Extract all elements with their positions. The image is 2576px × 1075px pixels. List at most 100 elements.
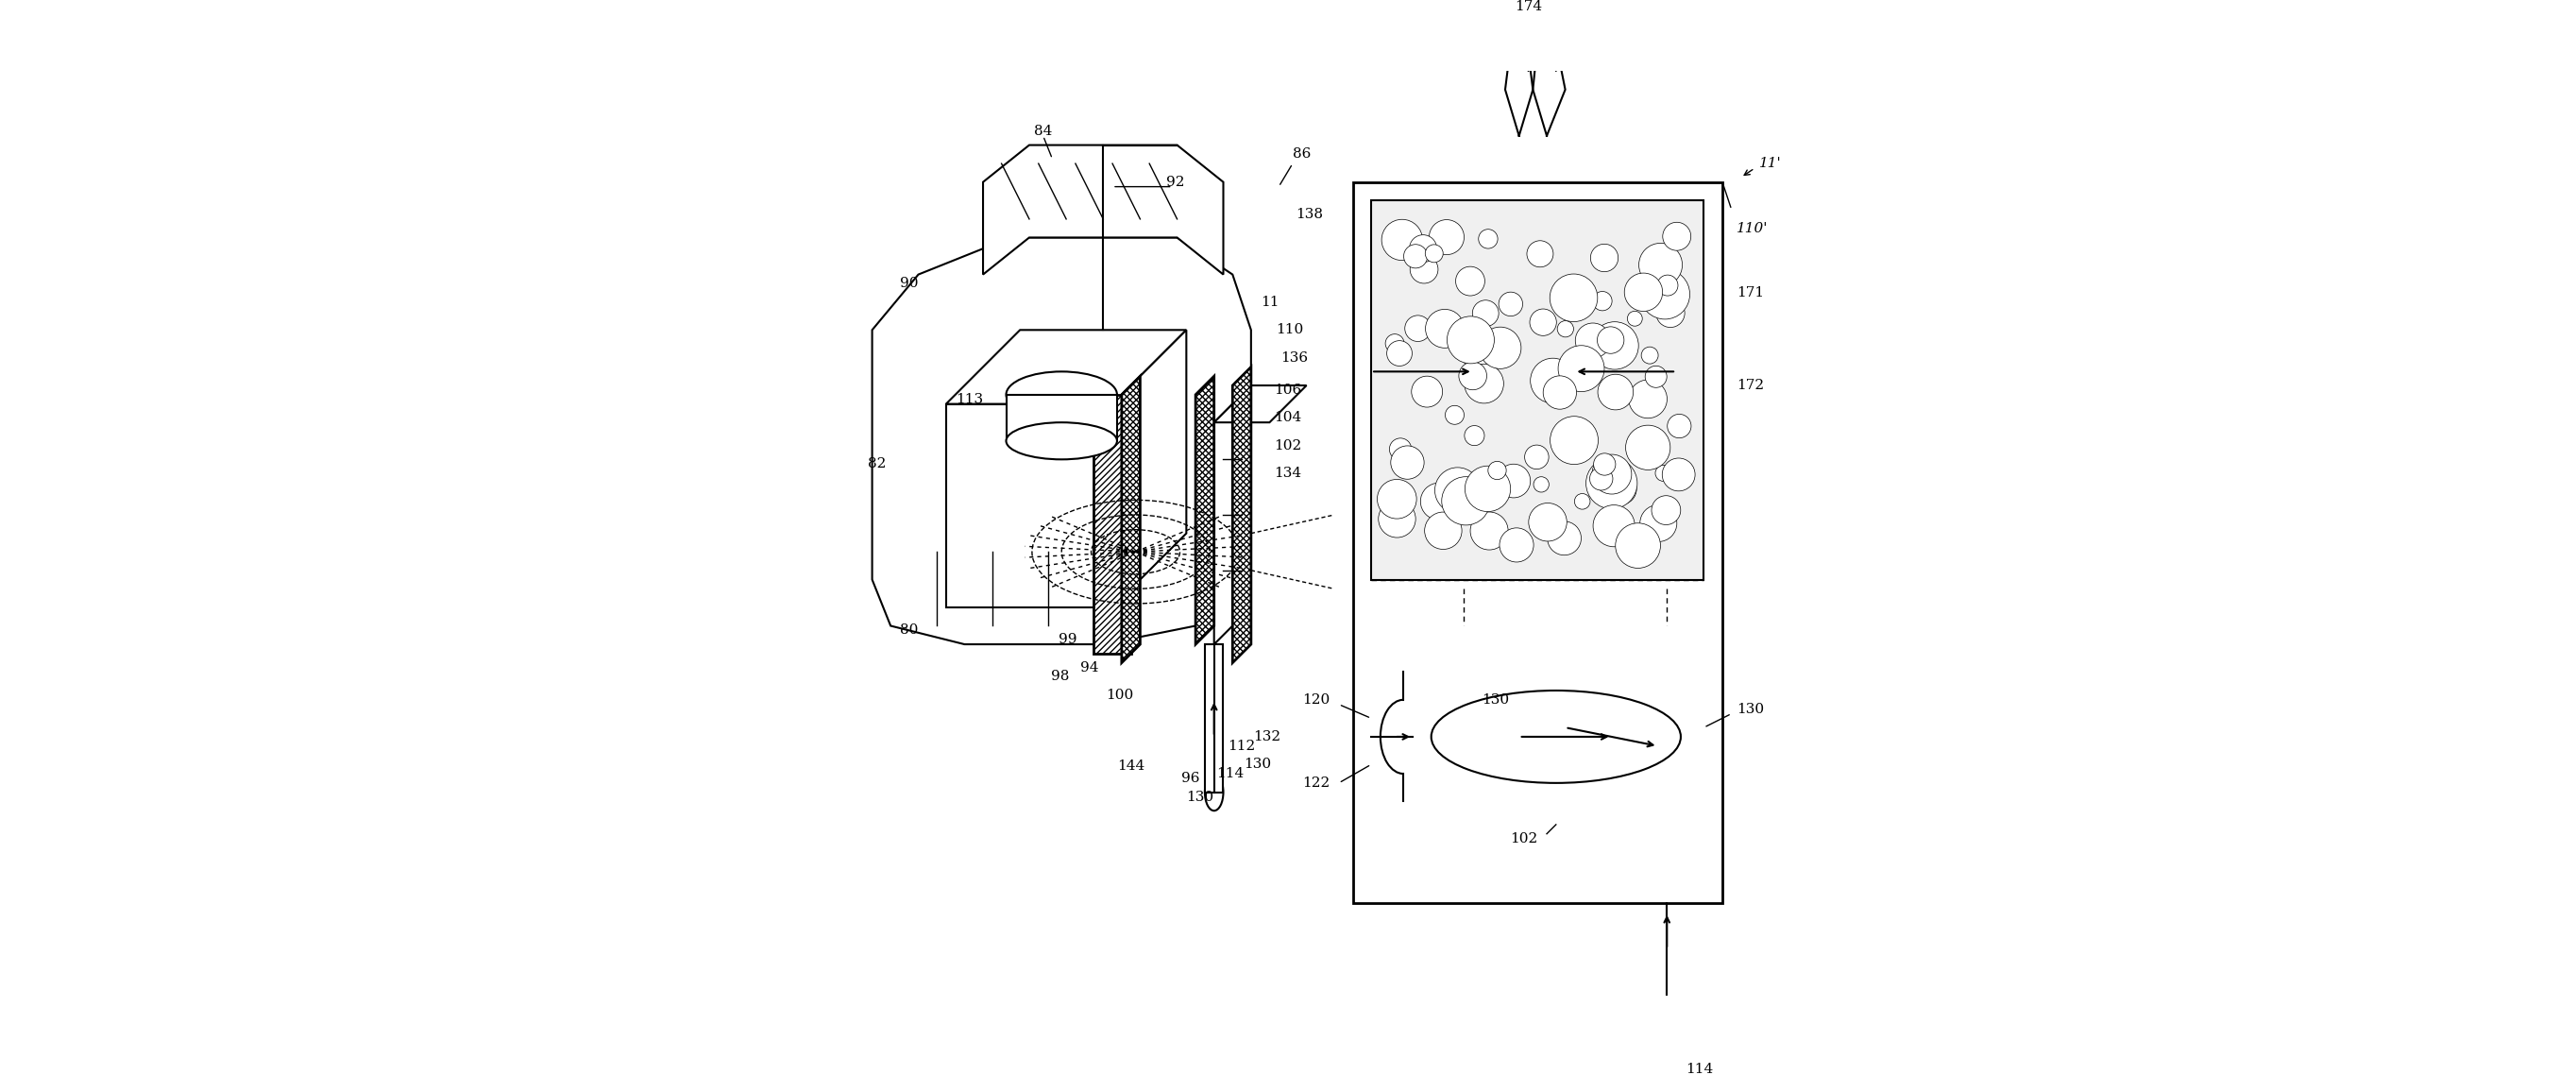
Circle shape (1489, 461, 1507, 479)
Ellipse shape (1432, 690, 1680, 783)
Circle shape (1381, 219, 1422, 260)
Polygon shape (945, 330, 1188, 404)
Text: 113: 113 (956, 392, 984, 406)
Circle shape (1589, 468, 1613, 490)
Polygon shape (1113, 330, 1188, 607)
FancyBboxPatch shape (1007, 395, 1118, 441)
Circle shape (1587, 458, 1638, 508)
Circle shape (1525, 445, 1548, 469)
Circle shape (1435, 468, 1481, 513)
Circle shape (1528, 241, 1553, 267)
Circle shape (1625, 426, 1669, 470)
FancyBboxPatch shape (1370, 201, 1703, 579)
Circle shape (1499, 292, 1522, 316)
Text: 114: 114 (1216, 768, 1244, 780)
Text: 172: 172 (1736, 378, 1765, 392)
Polygon shape (1121, 376, 1141, 663)
Circle shape (1419, 483, 1458, 520)
Circle shape (1473, 300, 1499, 327)
Circle shape (1543, 376, 1577, 410)
Circle shape (1386, 334, 1404, 353)
Circle shape (1409, 255, 1437, 284)
Circle shape (1409, 234, 1437, 262)
Text: 112: 112 (1229, 740, 1255, 752)
Circle shape (1615, 524, 1662, 569)
Circle shape (1641, 270, 1690, 319)
Circle shape (1499, 528, 1533, 562)
Circle shape (1592, 291, 1613, 311)
Circle shape (1551, 416, 1597, 464)
Circle shape (1641, 505, 1677, 542)
Ellipse shape (1007, 422, 1118, 459)
Ellipse shape (1206, 774, 1224, 811)
Circle shape (1378, 500, 1417, 538)
Text: 92: 92 (1167, 175, 1185, 189)
Text: 134: 134 (1275, 467, 1301, 479)
Text: 120: 120 (1301, 693, 1329, 706)
Circle shape (1638, 243, 1682, 287)
Text: 171: 171 (1736, 286, 1765, 300)
Circle shape (1662, 458, 1695, 491)
Circle shape (1530, 358, 1577, 403)
Text: 130: 130 (1244, 758, 1270, 771)
Text: 102: 102 (1510, 832, 1538, 845)
Text: 130: 130 (1188, 790, 1213, 803)
Circle shape (1656, 465, 1672, 482)
Circle shape (1641, 347, 1659, 363)
Text: 122: 122 (1301, 776, 1329, 789)
Circle shape (1458, 362, 1486, 390)
Circle shape (1628, 379, 1667, 418)
Text: 90: 90 (899, 277, 917, 290)
Circle shape (1412, 376, 1443, 407)
Text: 174: 174 (1515, 0, 1543, 13)
Circle shape (1425, 244, 1443, 262)
Circle shape (1646, 366, 1667, 388)
Circle shape (1471, 512, 1507, 549)
Text: 98: 98 (1051, 670, 1069, 684)
Circle shape (1386, 341, 1412, 366)
Circle shape (1592, 455, 1631, 494)
Text: 138: 138 (1296, 207, 1324, 221)
Polygon shape (1213, 386, 1306, 422)
Text: 110': 110' (1736, 221, 1767, 235)
Circle shape (1558, 345, 1605, 391)
Polygon shape (1231, 367, 1252, 663)
Circle shape (1445, 405, 1463, 425)
Polygon shape (1213, 386, 1252, 644)
Circle shape (1404, 315, 1430, 342)
Text: 99: 99 (1059, 633, 1077, 646)
Circle shape (1391, 446, 1425, 479)
Text: 11': 11' (1759, 157, 1783, 170)
Circle shape (1620, 525, 1638, 545)
Circle shape (1455, 267, 1484, 296)
Circle shape (1592, 321, 1638, 370)
Polygon shape (1195, 376, 1213, 644)
FancyBboxPatch shape (1095, 395, 1131, 654)
Circle shape (1628, 311, 1643, 326)
Circle shape (1466, 426, 1484, 445)
Circle shape (1656, 299, 1685, 328)
Circle shape (1479, 229, 1497, 248)
Text: 104: 104 (1275, 411, 1301, 425)
Text: 132: 132 (1252, 730, 1280, 743)
Text: 96: 96 (1182, 772, 1200, 785)
Text: 130: 130 (1481, 693, 1510, 706)
Circle shape (1558, 320, 1574, 338)
Circle shape (1656, 275, 1677, 296)
FancyBboxPatch shape (945, 404, 1113, 607)
Circle shape (1589, 244, 1618, 272)
Circle shape (1597, 374, 1633, 410)
Circle shape (1595, 454, 1615, 475)
Text: 130: 130 (1736, 702, 1765, 716)
Circle shape (1551, 274, 1597, 321)
Circle shape (1425, 310, 1463, 348)
FancyBboxPatch shape (1206, 644, 1224, 792)
Text: 94: 94 (1079, 661, 1097, 674)
PathPatch shape (873, 238, 1252, 644)
Circle shape (1651, 496, 1680, 525)
Circle shape (1443, 476, 1489, 525)
Ellipse shape (1007, 372, 1118, 418)
Circle shape (1430, 219, 1463, 255)
Text: 110: 110 (1275, 324, 1303, 336)
Circle shape (1605, 473, 1636, 504)
